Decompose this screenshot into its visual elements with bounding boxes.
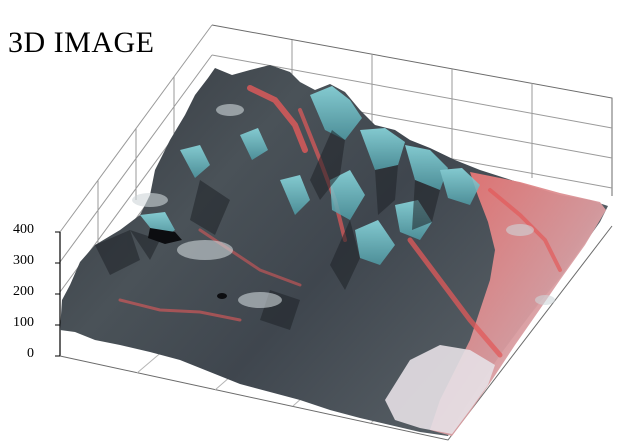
red-streams xyxy=(118,85,562,358)
floor-edge xyxy=(59,225,613,441)
terrain-fan xyxy=(385,345,495,434)
z-tick-label-0: 0 xyxy=(27,346,34,361)
figure-title: 3D IMAGE xyxy=(8,26,155,59)
dark-lake xyxy=(148,228,182,244)
dark-spot xyxy=(217,293,227,299)
terrain-surface xyxy=(60,65,608,436)
ridge-shadows xyxy=(95,130,440,330)
z-tick-label-400: 400 xyxy=(13,222,34,237)
z-tick-label-100: 100 xyxy=(13,315,34,330)
z-tick-marks xyxy=(55,231,60,357)
z-tick-label-300: 300 xyxy=(13,253,34,268)
back-wall-outline xyxy=(211,24,613,196)
terrain-speckles xyxy=(132,104,555,308)
ridge-highlights xyxy=(140,86,480,265)
z-tick-label-200: 200 xyxy=(13,284,34,299)
